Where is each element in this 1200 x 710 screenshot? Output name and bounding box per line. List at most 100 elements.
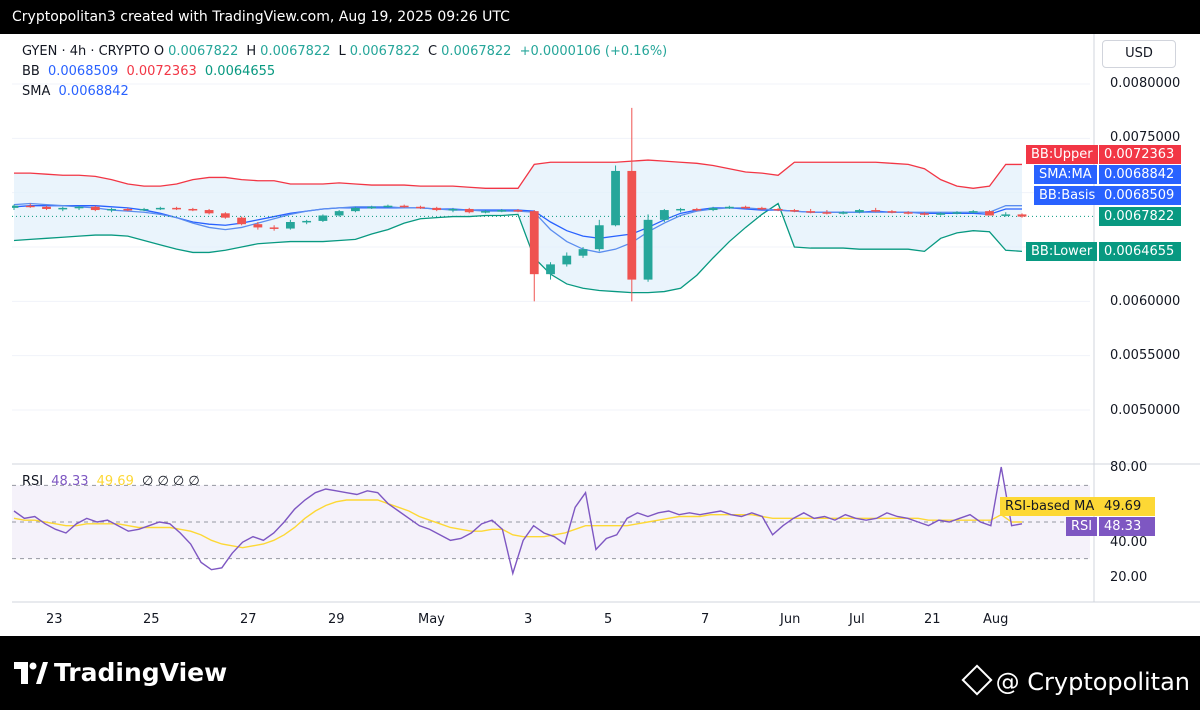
candle-body — [74, 206, 84, 209]
candle-body — [822, 212, 832, 214]
open-label: O — [153, 44, 165, 59]
candle-body — [367, 206, 377, 209]
candle-body — [302, 220, 312, 223]
candle-body — [25, 205, 35, 208]
symbol-label[interactable]: GYEN · 4h · CRYPTO — [22, 44, 150, 59]
candle-body — [58, 207, 68, 210]
bb-upper-tag-label: BB:Upper — [1026, 145, 1098, 164]
bb-lower-tag-value: 0.0064655 — [1099, 242, 1181, 261]
rsi-line — [13, 466, 1023, 576]
currency-selector[interactable]: USD — [1102, 40, 1176, 68]
high-label: H — [246, 44, 257, 59]
change-value: +0.0000106 (+0.16%) — [519, 44, 668, 59]
candle-body — [708, 207, 718, 211]
y-tick-label: 0.0060000 — [1110, 294, 1181, 309]
rsi-value: 48.33 — [51, 474, 89, 489]
bb-fill-area — [14, 160, 1022, 293]
x-tick-label: 25 — [143, 612, 160, 627]
candle-body — [12, 205, 19, 208]
y-tick-label: 0.0075000 — [1110, 130, 1181, 145]
bb-basis-value: 0.0068509 — [47, 64, 119, 79]
candle-body — [936, 213, 946, 215]
candle-body — [578, 249, 588, 256]
y-tick-label: 40.00 — [1110, 535, 1148, 550]
candle-body — [172, 207, 181, 210]
candle-body — [757, 207, 767, 210]
chart-frame[interactable] — [12, 34, 1200, 636]
low-value: 0.0067822 — [349, 44, 421, 59]
candle-body — [985, 211, 994, 216]
candle-body — [643, 219, 653, 280]
tradingview-logo-icon — [14, 662, 48, 684]
sma-tag-value: 0.0068842 — [1099, 165, 1181, 184]
candle-body — [269, 227, 279, 229]
x-tick-label: 5 — [604, 612, 613, 627]
candle-body — [903, 212, 913, 214]
candle-body — [692, 208, 702, 211]
candle-body — [188, 208, 198, 211]
x-tick-label: 21 — [924, 612, 941, 627]
close-label: C — [428, 44, 438, 59]
high-value: 0.0067822 — [260, 44, 331, 59]
candle-body — [968, 211, 978, 213]
candle-body — [155, 207, 165, 210]
rsi-ma-tag-label: RSI-based MA — [1000, 497, 1100, 516]
candle-body — [741, 206, 751, 209]
candle-body — [90, 206, 100, 211]
x-tick-label: Aug — [983, 612, 1009, 627]
open-value: 0.0067822 — [168, 44, 239, 59]
candle-body — [724, 206, 734, 209]
rsi-legend[interactable]: RSI 48.33 49.69 ∅ ∅ ∅ ∅ — [22, 474, 204, 489]
bb-upper-line — [14, 159, 1022, 189]
candle-body — [253, 224, 263, 228]
x-tick-label: 7 — [701, 612, 710, 627]
x-tick-label: May — [418, 612, 445, 627]
candle-body — [676, 208, 685, 211]
x-tick-label: 3 — [524, 612, 533, 627]
last-price-tag: 0.0067822 — [1099, 207, 1181, 226]
candle-body — [887, 211, 897, 213]
bb-upper-value: 0.0072363 — [126, 64, 197, 79]
close-value: 0.0067822 — [441, 44, 512, 59]
candle-body — [383, 205, 393, 208]
candle-body — [139, 208, 149, 211]
rsi-ma-value: 49.69 — [96, 474, 134, 489]
rsi-tag-label: RSI — [1066, 517, 1098, 536]
tradingview-logo[interactable]: TradingView — [14, 658, 227, 687]
candle-body — [123, 208, 133, 211]
candle-body — [285, 222, 295, 229]
x-tick-label: 29 — [328, 612, 345, 627]
candle-body — [481, 211, 490, 213]
x-tick-label: Jun — [780, 612, 801, 627]
candle-body — [42, 206, 51, 209]
candle-body — [562, 255, 572, 265]
bb-legend-label: BB — [22, 64, 40, 79]
sma-value: 0.0068842 — [58, 84, 129, 99]
candle-body — [529, 211, 539, 275]
candle-body — [497, 210, 507, 212]
candle-body — [920, 213, 929, 215]
x-tick-label: 23 — [46, 612, 63, 627]
candle-body — [1001, 214, 1011, 216]
price-chart[interactable] — [12, 34, 1200, 636]
candle-body — [806, 211, 816, 213]
ohlc-legend: GYEN · 4h · CRYPTO O 0.0067822 H 0.0067822 L 0… — [22, 44, 671, 59]
diamond-icon — [961, 664, 993, 696]
candle-body — [627, 170, 637, 280]
sma-legend[interactable]: SMA 0.0068842 — [22, 84, 133, 99]
candle-body — [855, 210, 864, 213]
candle-body — [204, 210, 214, 214]
candle-body — [611, 170, 620, 226]
candle-body — [659, 210, 669, 220]
rsi-legend-label: RSI — [22, 474, 44, 489]
sma-legend-label: SMA — [22, 84, 51, 99]
candle-body — [448, 208, 458, 211]
bb-basis-tag-label: BB:Basis — [1034, 186, 1101, 205]
bb-lower-line — [13, 202, 1023, 294]
candle-body — [594, 225, 604, 250]
rsi-extra-values: ∅ ∅ ∅ ∅ — [141, 474, 200, 489]
rsi-tag-value: 48.33 — [1099, 517, 1155, 536]
bb-legend[interactable]: BB 0.0068509 0.0072363 0.0064655 — [22, 64, 279, 79]
header-bar: Cryptopolitan3 created with TradingView.… — [0, 0, 1200, 34]
candle-body — [416, 206, 425, 209]
